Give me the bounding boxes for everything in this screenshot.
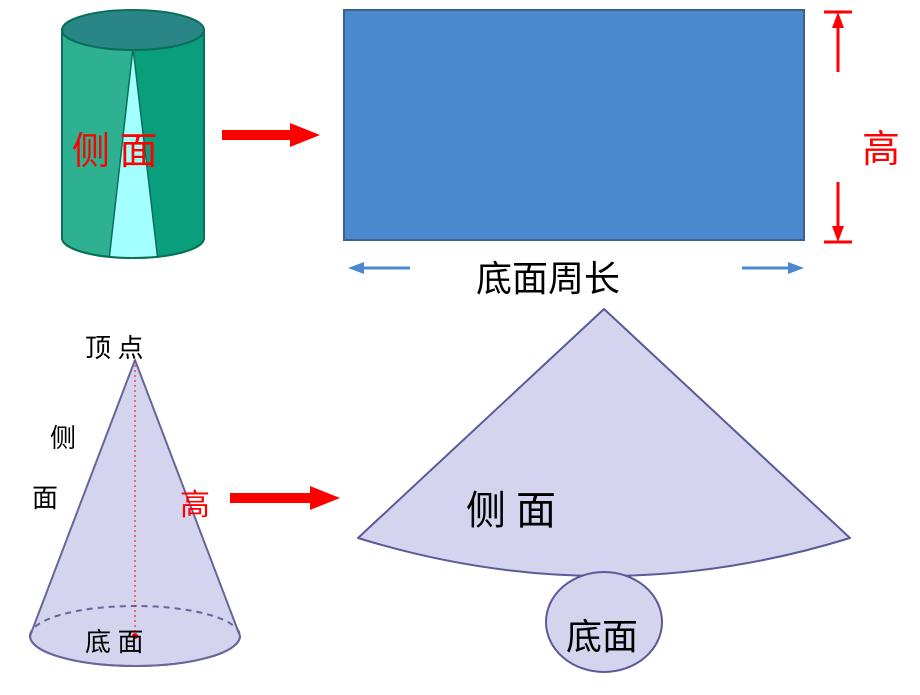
- cone3d-side-label-1: 侧: [50, 418, 76, 455]
- height-dim-arrow-down: [832, 182, 844, 242]
- unfold-arrow-bottom: [230, 486, 340, 510]
- cone-lateral-sector: [358, 309, 850, 576]
- rectangle-width-label: 底面周长: [476, 250, 620, 302]
- cylinder-side-label: 侧 面: [72, 120, 158, 175]
- rectangle-height-label: 高: [862, 118, 900, 173]
- cone3d-side-label-2: 面: [32, 478, 58, 515]
- unfold-arrow-top: [222, 123, 320, 147]
- cone3d-height-label: 高: [180, 480, 210, 524]
- cone3d-apex-label: 顶 点: [85, 328, 144, 365]
- height-dim-arrow-up: [832, 12, 844, 72]
- diagram-stage: 侧 面 底面周长 高 顶 点 侧 面 底 面 高 侧 面 底面: [0, 0, 920, 690]
- base-circle-label: 底面: [566, 608, 638, 660]
- cone3d-base-label: 底 面: [85, 622, 144, 659]
- cylinder-top-ellipse: [62, 10, 204, 50]
- unfolded-rectangle: [344, 10, 804, 240]
- width-dim-arrow-left: [348, 262, 410, 274]
- sector-side-label: 侧 面: [466, 478, 556, 536]
- height-dim-group: [824, 12, 852, 242]
- width-dim-arrow-right: [742, 262, 804, 274]
